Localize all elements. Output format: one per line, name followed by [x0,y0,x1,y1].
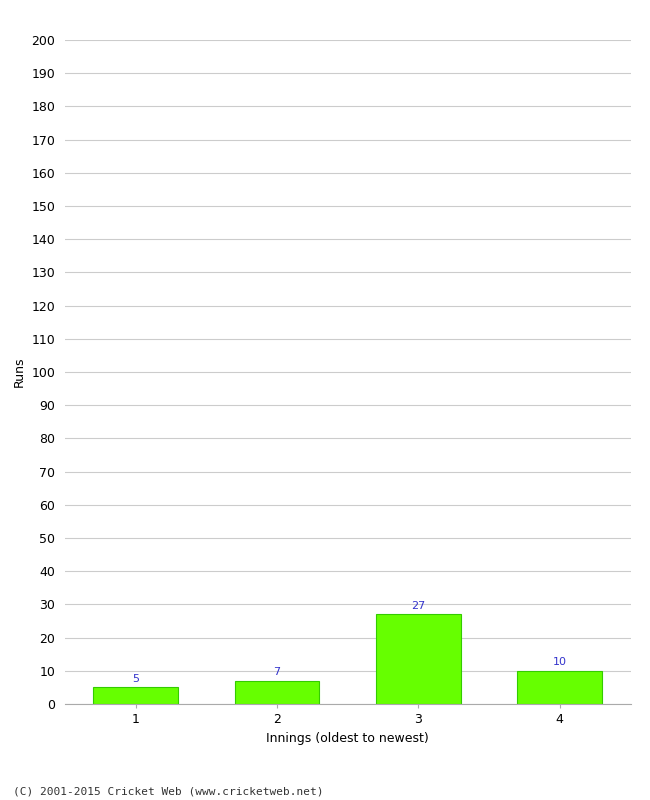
Text: 5: 5 [132,674,139,684]
Bar [94,687,178,704]
Text: 27: 27 [411,601,426,611]
Bar [235,681,319,704]
Text: 10: 10 [552,658,567,667]
Y-axis label: Runs: Runs [13,357,26,387]
Bar [376,614,461,704]
Text: (C) 2001-2015 Cricket Web (www.cricketweb.net): (C) 2001-2015 Cricket Web (www.cricketwe… [13,786,324,796]
Text: 7: 7 [274,667,281,678]
X-axis label: Innings (oldest to newest): Innings (oldest to newest) [266,731,429,745]
Bar [517,670,602,704]
